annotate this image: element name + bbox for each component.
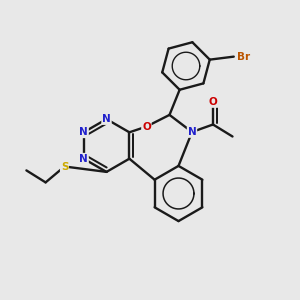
Text: S: S	[61, 161, 68, 172]
Text: N: N	[79, 154, 88, 164]
Text: N: N	[102, 114, 111, 124]
Text: N: N	[79, 127, 88, 137]
Text: N: N	[188, 127, 196, 137]
Text: Br: Br	[237, 52, 250, 61]
Text: O: O	[142, 122, 151, 132]
Text: O: O	[208, 97, 217, 107]
